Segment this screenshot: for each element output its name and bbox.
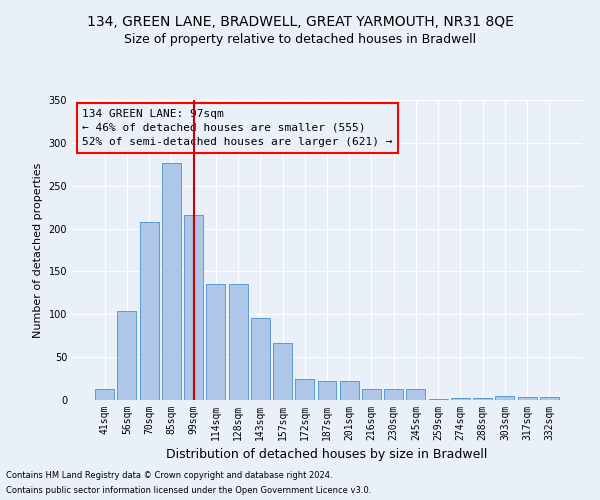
- Bar: [273, 344, 292, 400]
- Bar: [384, 389, 403, 400]
- Bar: [184, 215, 203, 400]
- Bar: [140, 222, 158, 400]
- Text: 134, GREEN LANE, BRADWELL, GREAT YARMOUTH, NR31 8QE: 134, GREEN LANE, BRADWELL, GREAT YARMOUT…: [86, 15, 514, 29]
- X-axis label: Distribution of detached houses by size in Bradwell: Distribution of detached houses by size …: [166, 448, 488, 462]
- Bar: [118, 311, 136, 400]
- Bar: [229, 284, 248, 400]
- Text: 134 GREEN LANE: 97sqm
← 46% of detached houses are smaller (555)
52% of semi-det: 134 GREEN LANE: 97sqm ← 46% of detached …: [82, 109, 392, 147]
- Bar: [317, 381, 337, 400]
- Text: Size of property relative to detached houses in Bradwell: Size of property relative to detached ho…: [124, 32, 476, 46]
- Bar: [451, 398, 470, 400]
- Bar: [406, 389, 425, 400]
- Bar: [251, 318, 270, 400]
- Bar: [295, 378, 314, 400]
- Bar: [518, 398, 536, 400]
- Bar: [540, 398, 559, 400]
- Bar: [473, 398, 492, 400]
- Bar: [340, 381, 359, 400]
- Y-axis label: Number of detached properties: Number of detached properties: [33, 162, 43, 338]
- Bar: [162, 164, 181, 400]
- Bar: [95, 389, 114, 400]
- Bar: [496, 396, 514, 400]
- Bar: [429, 399, 448, 400]
- Bar: [362, 389, 381, 400]
- Bar: [206, 284, 225, 400]
- Text: Contains public sector information licensed under the Open Government Licence v3: Contains public sector information licen…: [6, 486, 371, 495]
- Text: Contains HM Land Registry data © Crown copyright and database right 2024.: Contains HM Land Registry data © Crown c…: [6, 471, 332, 480]
